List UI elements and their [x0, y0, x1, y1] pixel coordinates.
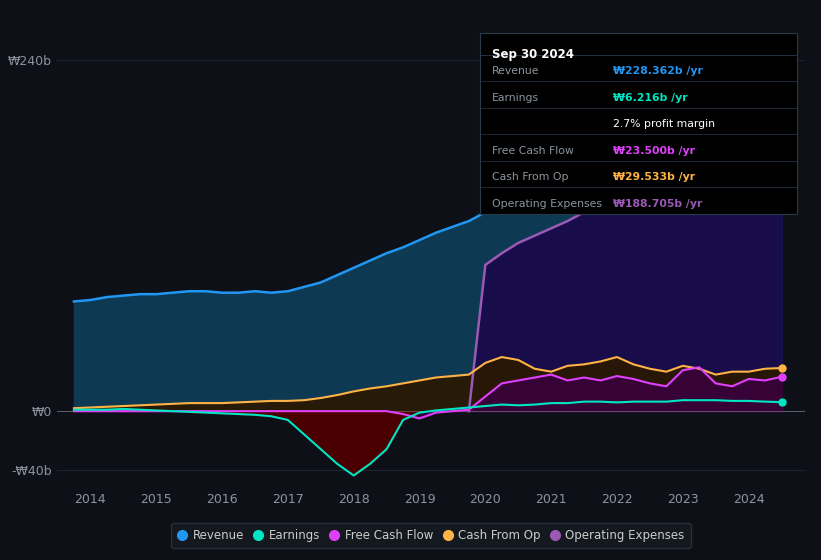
Text: 2.7% profit margin: 2.7% profit margin [613, 119, 715, 129]
Text: Operating Expenses: Operating Expenses [493, 199, 603, 209]
Text: ₩228.362b /yr: ₩228.362b /yr [613, 67, 703, 76]
Text: Earnings: Earnings [493, 93, 539, 103]
Text: Cash From Op: Cash From Op [493, 172, 569, 183]
Text: ₩6.216b /yr: ₩6.216b /yr [613, 93, 687, 103]
Text: ₩23.500b /yr: ₩23.500b /yr [613, 146, 695, 156]
Text: ₩188.705b /yr: ₩188.705b /yr [613, 199, 702, 209]
Text: ₩29.533b /yr: ₩29.533b /yr [613, 172, 695, 183]
Text: Revenue: Revenue [493, 67, 539, 76]
Legend: Revenue, Earnings, Free Cash Flow, Cash From Op, Operating Expenses: Revenue, Earnings, Free Cash Flow, Cash … [172, 523, 690, 548]
Text: Free Cash Flow: Free Cash Flow [493, 146, 574, 156]
Text: Sep 30 2024: Sep 30 2024 [493, 48, 574, 61]
